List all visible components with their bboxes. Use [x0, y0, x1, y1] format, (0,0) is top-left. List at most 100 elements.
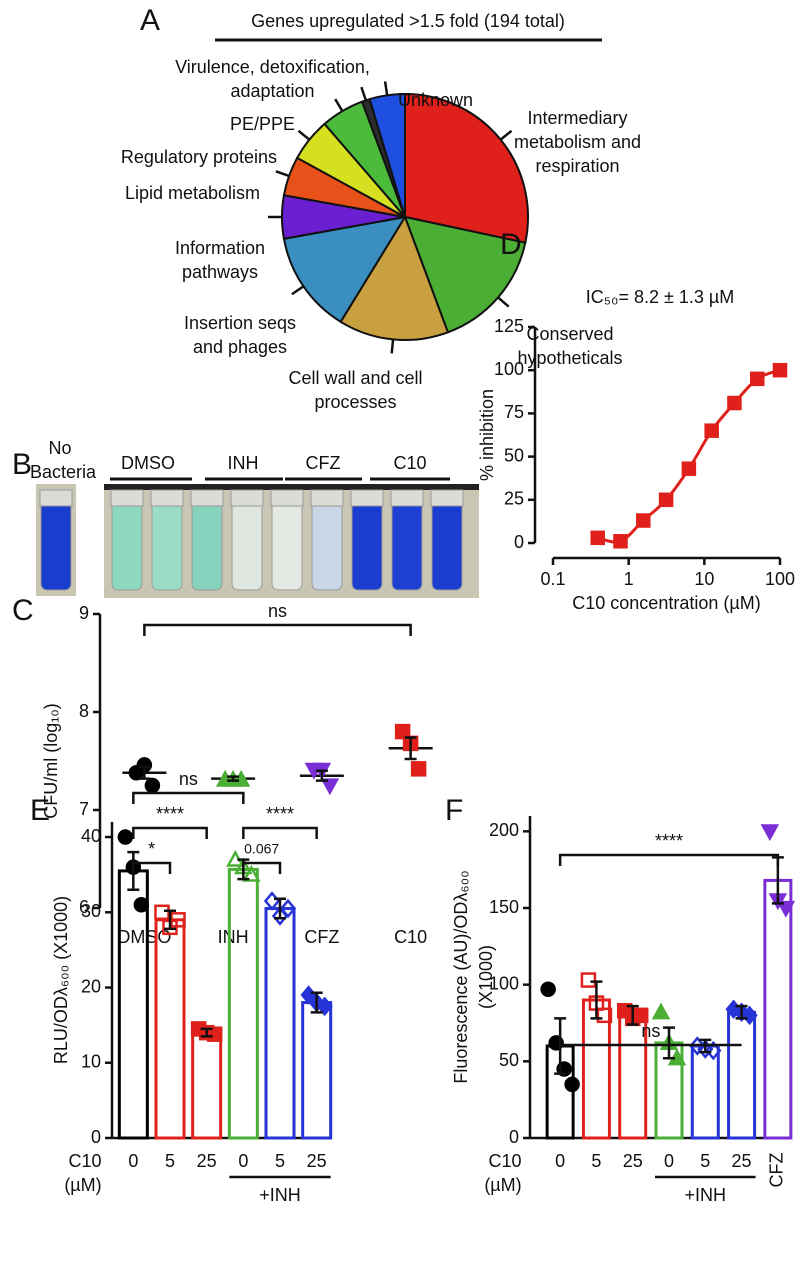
y-tick-label: 6 — [79, 897, 89, 917]
point — [279, 898, 297, 919]
slice-label: Information pathways — [174, 238, 266, 282]
point — [760, 824, 780, 842]
bar — [763, 878, 793, 1140]
y-tick-label: 25 — [504, 489, 524, 509]
tube — [311, 497, 343, 591]
y-axis-label: (X1000) — [476, 945, 496, 1009]
x-tick-label: 1 — [624, 569, 634, 589]
x-tick-label: 100 — [765, 569, 795, 589]
pie-slice — [403, 215, 527, 334]
tube-cap — [390, 489, 424, 507]
y-tick-label: 8 — [79, 701, 89, 721]
leader-line — [499, 129, 513, 141]
x-tick-label: 0 — [555, 1151, 565, 1171]
bracket — [132, 826, 208, 839]
bracket — [132, 861, 172, 874]
y-tick-label: 40 — [81, 826, 101, 846]
y-tick-label: 9 — [79, 603, 89, 623]
point — [316, 996, 333, 1017]
y-tick-label: 0 — [514, 532, 524, 552]
leader-line — [497, 296, 510, 308]
point — [651, 1002, 671, 1020]
bar — [227, 867, 259, 1140]
x-tick-label: 0.1 — [540, 569, 565, 589]
point — [410, 761, 427, 777]
point — [727, 395, 742, 411]
x-row-unit: (µM) — [64, 1175, 101, 1195]
x-row-label: C10 — [68, 1151, 101, 1171]
tube — [40, 497, 72, 591]
slice-label: Cell wall and cell processes — [288, 368, 423, 412]
tube — [191, 497, 223, 591]
x-tick-label: 25 — [623, 1151, 643, 1171]
tube-cap — [430, 489, 464, 507]
x-axis-label: C10 concentration (µM) — [572, 593, 760, 613]
point — [776, 900, 796, 918]
y-tick-label: 30 — [81, 901, 101, 921]
bar — [301, 1001, 333, 1140]
y-axis-label: Fluorescence (AU)/ODλ₆₀₀ — [451, 870, 471, 1083]
bar — [191, 1031, 223, 1140]
y-tick-label: 200 — [489, 820, 519, 840]
group-label: CFZ — [306, 453, 341, 473]
x-tick-label: CFZ — [304, 927, 339, 947]
error-bar — [227, 775, 240, 782]
error-bar — [310, 991, 323, 1014]
bar — [264, 907, 296, 1140]
point — [658, 492, 674, 508]
bracket-label: ns — [179, 769, 198, 789]
y-axis-label: CFU/ml (log₁₀) — [41, 703, 61, 819]
tube-cap — [110, 489, 144, 507]
tube — [111, 497, 143, 591]
y-tick-label: 125 — [494, 316, 524, 336]
point — [144, 777, 161, 794]
bracket-label: 0.067 — [244, 841, 279, 857]
error-bar — [626, 1004, 639, 1026]
tube — [431, 497, 463, 591]
bar — [727, 1010, 757, 1140]
photo-edge — [104, 484, 479, 490]
x-tick-label: C10 — [394, 927, 427, 947]
tube-cap — [190, 489, 224, 507]
group-label: INH — [228, 453, 259, 473]
error-bar — [164, 909, 176, 931]
y-tick-label: 100 — [494, 359, 524, 379]
tube-cap — [150, 489, 184, 507]
bracket-label: ns — [641, 1021, 660, 1041]
y-tick-label: 10 — [81, 1052, 101, 1072]
x-tick-label: 5 — [275, 1151, 285, 1171]
tube-cap — [39, 489, 73, 507]
leader-line — [360, 86, 368, 101]
x-tick-label: 10 — [694, 569, 714, 589]
error-bar — [138, 765, 151, 780]
x-row-unit: (µM) — [484, 1175, 521, 1195]
error-bar — [315, 769, 328, 782]
panel-label: B — [12, 448, 32, 481]
panel-label: E — [30, 794, 50, 827]
point — [117, 829, 134, 845]
pie-slice — [339, 214, 450, 341]
bar — [690, 1044, 720, 1140]
bracket — [132, 791, 245, 804]
tube-cap — [350, 489, 384, 507]
leader-line — [275, 170, 290, 178]
y-tick-label: 100 — [489, 973, 519, 993]
group-label: C10 — [393, 453, 426, 473]
x-tick-label: 0 — [128, 1151, 138, 1171]
y-axis-label: % inhibition — [477, 389, 497, 481]
bar — [154, 918, 186, 1140]
y-axis-label: RLU/ODλ₆₀₀ (X1000) — [51, 896, 71, 1064]
leader-line — [383, 81, 389, 96]
point — [632, 1007, 649, 1024]
y-tick-label: 75 — [504, 402, 524, 422]
error-bar — [663, 1026, 675, 1060]
tube — [391, 497, 423, 591]
bracket-label: **** — [266, 804, 294, 824]
slice-label: Lipid metabolism — [124, 183, 260, 203]
tube — [151, 497, 183, 591]
subtitle: IC₅₀= 8.2 ± 1.3 µM — [586, 287, 735, 307]
group-label: +INH — [685, 1185, 727, 1205]
y-tick-label: 50 — [499, 1050, 519, 1070]
slice-label: Intermediary metabolism and respiration — [513, 108, 642, 176]
